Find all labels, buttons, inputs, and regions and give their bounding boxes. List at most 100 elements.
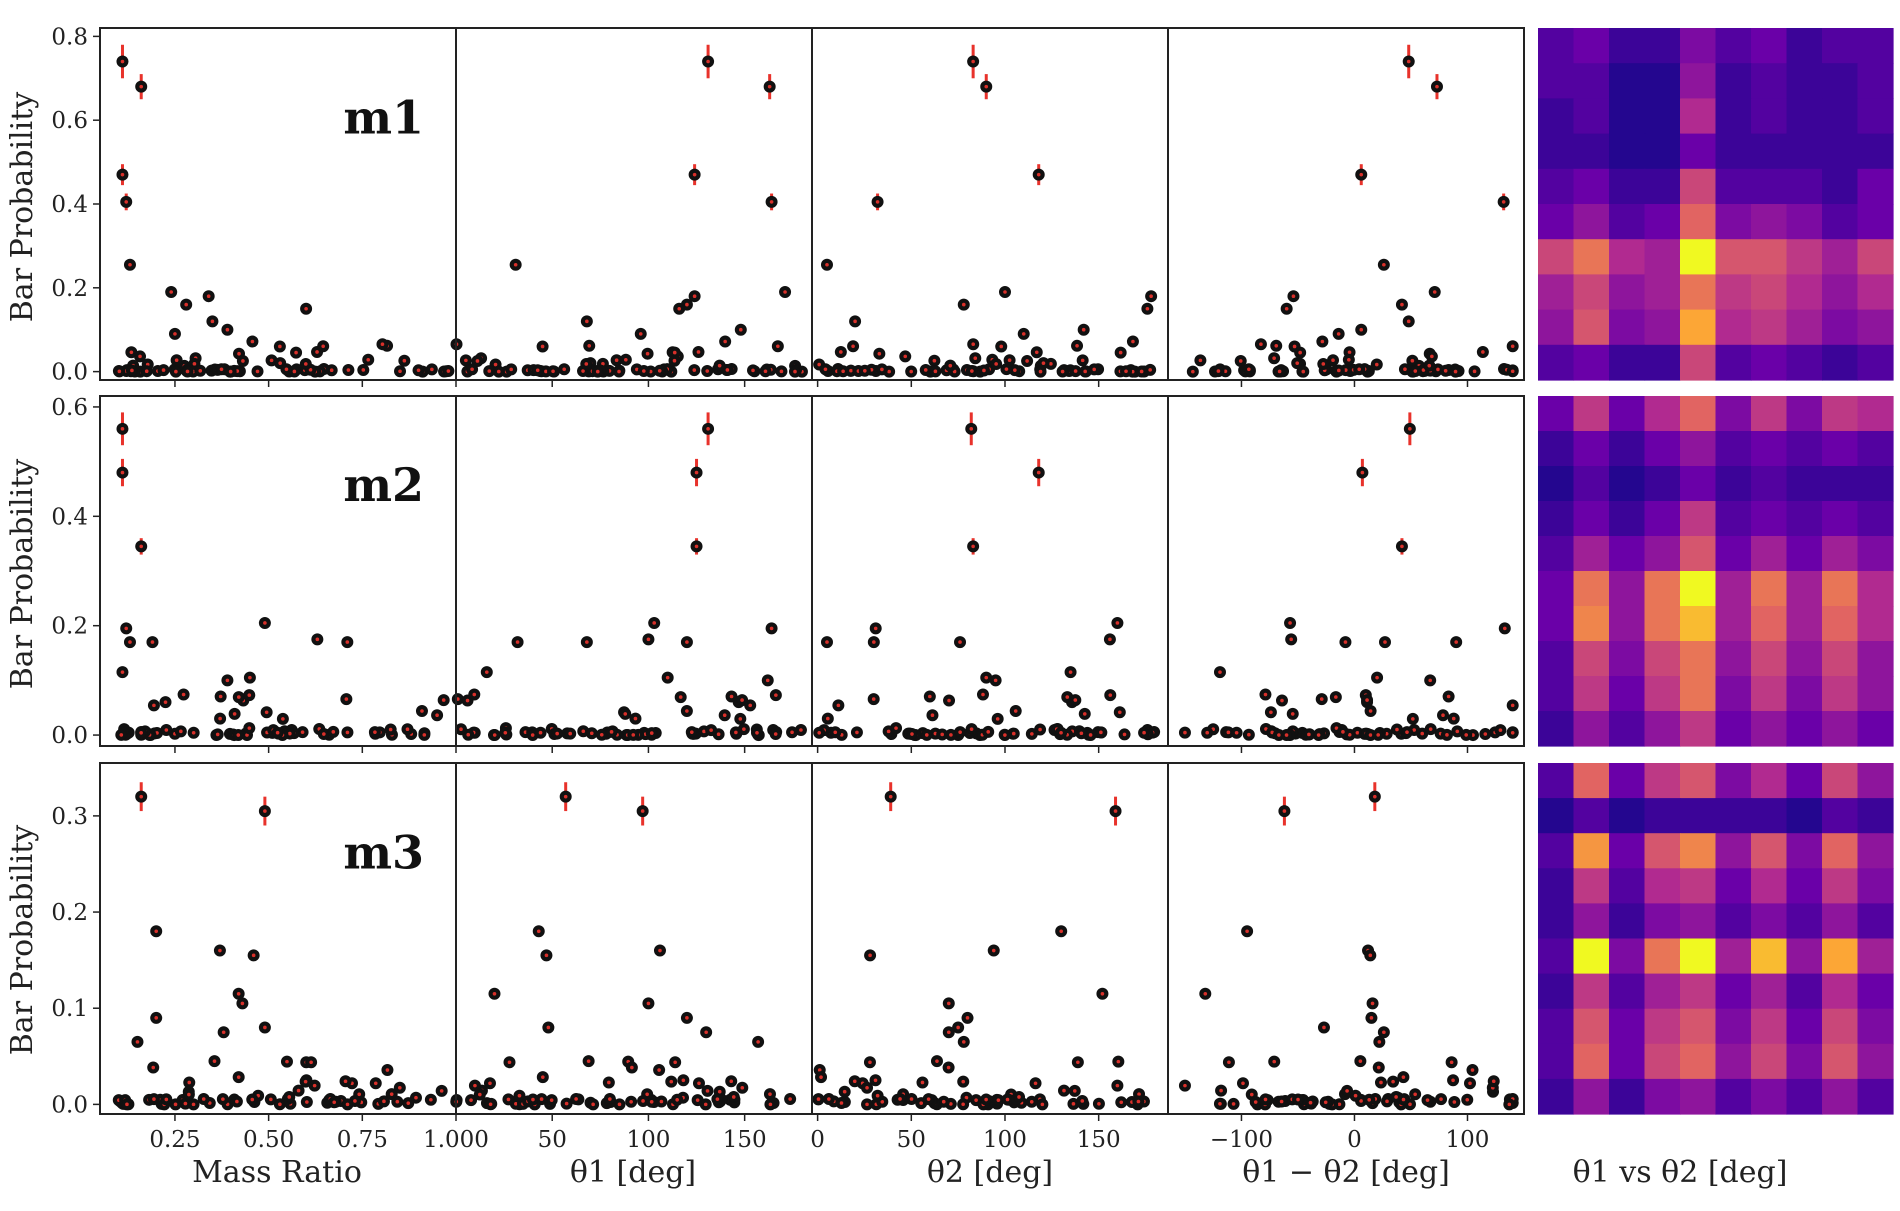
- data-point-core: [281, 717, 285, 721]
- heatmap-cell: [1751, 133, 1788, 170]
- y-tick-label: 0.1: [51, 996, 88, 1022]
- heatmap-cell: [1573, 973, 1610, 1010]
- data-point-core: [1451, 1078, 1455, 1083]
- data-point-core: [361, 368, 366, 372]
- heatmap-cell: [1751, 63, 1788, 99]
- heatmap-cell: [1822, 1008, 1859, 1045]
- data-point-core: [1465, 1097, 1470, 1102]
- data-point-core: [1062, 1088, 1066, 1093]
- data-point-core: [731, 1095, 736, 1099]
- heatmap-cell: [1786, 1008, 1823, 1045]
- data-point-core: [873, 626, 878, 631]
- data-point-core: [677, 306, 682, 311]
- data-point-core: [429, 1097, 433, 1102]
- data-point-core: [607, 1080, 611, 1085]
- data-point-core: [706, 59, 710, 64]
- data-point-core: [645, 1092, 649, 1097]
- heatmap-cell: [1609, 868, 1646, 904]
- x-tick-label: 50: [897, 1127, 926, 1153]
- data-point-core: [1033, 1081, 1038, 1086]
- data-point-core: [1382, 1030, 1386, 1035]
- data-point-core: [819, 1075, 823, 1079]
- data-point-core: [1451, 716, 1456, 721]
- heatmap-cell: [1715, 344, 1752, 381]
- heatmap-cell: [1609, 63, 1646, 99]
- data-point-core: [923, 368, 928, 372]
- data-point-core: [488, 1102, 493, 1107]
- data-point-core: [459, 727, 463, 732]
- data-point-core: [1245, 929, 1249, 934]
- data-point-core: [849, 368, 853, 373]
- heatmap-cell: [1680, 309, 1717, 346]
- data-point-core: [863, 369, 867, 373]
- data-point-core: [645, 351, 650, 356]
- data-point-core: [1510, 703, 1515, 708]
- data-point-core: [1334, 695, 1338, 699]
- xlabel-theta-diff: θ1 − θ2 [deg]: [1242, 1155, 1450, 1190]
- data-point-core: [1412, 728, 1416, 732]
- heatmap-cell: [1538, 168, 1575, 205]
- data-point-core: [278, 361, 282, 365]
- heatmap-cell: [1644, 606, 1681, 642]
- data-point-core: [971, 544, 975, 549]
- heatmap-cell: [1857, 344, 1894, 381]
- heatmap-cell: [1857, 274, 1894, 311]
- panel-frame: [99, 762, 457, 1115]
- data-point-core: [1040, 1102, 1045, 1107]
- xlabel-theta1: θ1 [deg]: [570, 1155, 696, 1190]
- data-point-core: [1203, 991, 1208, 996]
- data-point-core: [1455, 729, 1460, 734]
- heatmap-cell: [1680, 1008, 1717, 1045]
- data-point-core: [1410, 358, 1415, 363]
- heatmap-cell: [1680, 168, 1717, 205]
- data-point-core: [201, 1097, 206, 1101]
- data-point-core: [1468, 1081, 1472, 1086]
- heatmap-cell: [1857, 606, 1894, 642]
- heatmap-cell: [1751, 466, 1788, 502]
- heatmap-cell: [1609, 431, 1646, 467]
- data-point-core: [1073, 369, 1078, 373]
- row-label-m3: m3: [343, 825, 424, 879]
- data-point-core: [1383, 640, 1387, 644]
- data-point-core: [353, 1099, 357, 1103]
- data-point-core: [464, 358, 468, 363]
- heatmap-cell: [1857, 938, 1894, 975]
- data-point-core: [513, 262, 518, 267]
- heatmap-cell: [1751, 1043, 1788, 1080]
- heatmap-cell: [1857, 168, 1894, 205]
- data-point-core: [1099, 730, 1103, 735]
- heatmap-cell: [1644, 798, 1681, 834]
- heatmap-cell: [1751, 501, 1788, 537]
- heatmap-cell: [1822, 973, 1859, 1010]
- heatmap-cell: [1786, 1043, 1823, 1080]
- data-point-core: [729, 694, 734, 699]
- heatmap-cell: [1538, 396, 1575, 432]
- heatmap-cell: [1573, 396, 1610, 432]
- data-point-core: [389, 1092, 394, 1096]
- heatmap-cell: [1715, 833, 1752, 869]
- data-point-core: [250, 339, 255, 344]
- heatmap-cell: [1857, 396, 1894, 432]
- data-point-core: [346, 368, 351, 372]
- data-point-core: [756, 1040, 760, 1044]
- data-point-core: [1391, 1079, 1395, 1084]
- data-point-core: [984, 675, 989, 680]
- data-point-core: [630, 1065, 634, 1070]
- data-point-core: [617, 1102, 622, 1107]
- data-point-core: [1191, 369, 1195, 374]
- data-point-core: [1345, 1089, 1349, 1093]
- panel-frame: [455, 27, 813, 381]
- data-point-core: [263, 1025, 267, 1030]
- data-point-core: [488, 1081, 492, 1086]
- heatmap-cell: [1680, 98, 1717, 135]
- data-point-core: [1082, 712, 1087, 716]
- data-point-core: [535, 368, 540, 373]
- data-point-core: [139, 730, 143, 735]
- data-point-core: [264, 710, 269, 715]
- data-point-core: [692, 172, 697, 177]
- data-point-core: [695, 1098, 700, 1102]
- data-point-core: [345, 730, 350, 735]
- heatmap-cell: [1751, 239, 1788, 275]
- data-point-core: [300, 730, 305, 734]
- heatmap-cell: [1857, 239, 1894, 275]
